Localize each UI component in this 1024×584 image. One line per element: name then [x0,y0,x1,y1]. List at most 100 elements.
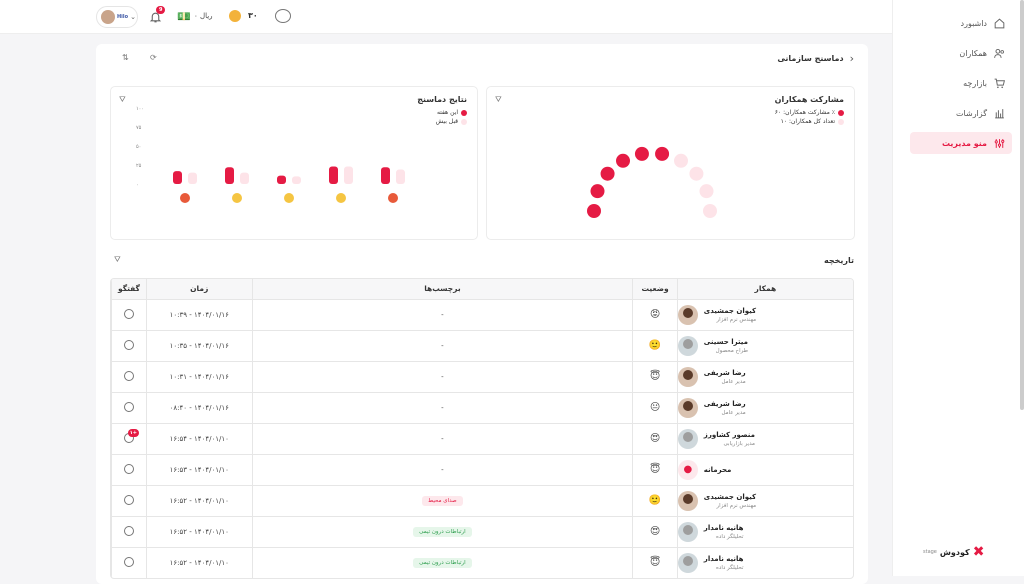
gauge-dot-active [655,146,670,161]
table-row[interactable]: رضا شریفی مدیر عامل 😇 - ۱۴۰۴/۰۱/۱۶ - ۱۰:… [111,360,853,392]
bar[interactable] [292,176,301,184]
bar[interactable] [329,166,338,184]
money-icon: 💵 [177,10,191,23]
chat-cell[interactable] [111,484,147,516]
bar[interactable] [173,171,182,184]
colleague-role: مهندس نرم افزار [716,316,757,323]
table-row[interactable]: کیوان جمشیدی مهندس نرم افزار 😡 - ۱۴۰۴/۰۱… [111,298,853,330]
chat-bubble-icon[interactable] [123,339,134,350]
results-card: نتایج دماسنج ⛛ این هفته قبل بیش ۱۰۰ ۷۵ ۵۰ ۲… [110,86,478,240]
gauge-dot-inactive [699,184,714,199]
y-tick-label: ۵۰ [136,144,141,150]
sidebar-item-dashboard[interactable]: داشبورد [910,12,1012,34]
avatar [677,521,698,542]
colleague-cell: محرمانه ● [676,453,853,485]
bar[interactable] [240,172,249,184]
colleague-name: میترا حسینی [703,337,749,346]
table-row[interactable]: منصور کشاورز مدیر بازاریابی 😍 - ۱۴۰۴/۰۱/… [111,422,853,454]
avatar [101,10,115,24]
chat-bubble-icon[interactable] [123,401,134,412]
filter-icon[interactable]: ⛛ [119,95,126,104]
table-header-row: همکار وضعیت برچسب‌ها زمان گفتگو [111,279,853,299]
table-row[interactable]: هانیه نامدار تحلیلگر داده 😍 ارتباطات درو… [111,515,853,547]
tags-cell: - [251,391,633,423]
filter-icon[interactable]: ⛛ [114,255,121,264]
bar[interactable] [188,172,197,184]
gauge-dot-active [590,184,605,199]
table-row[interactable]: کیوان جمشیدی مهندس نرم افزار 🙂 صدای محیط… [111,484,853,516]
bar[interactable] [225,167,234,184]
colleague-role: طراح محصول [715,347,749,354]
back-arrow-icon[interactable]: › [849,52,854,65]
column-header[interactable]: همکار [676,279,853,299]
filter-icon[interactable]: ⛛ [495,95,502,104]
avatar [677,490,698,511]
neutral-emoji-icon: 😐 [649,402,661,413]
sidebar-item-label: گزارشات [956,108,987,118]
chat-cell[interactable] [111,298,147,330]
chat-bubble-icon[interactable] [123,463,134,474]
sidebar-item-admin-menu[interactable]: منو مدیریت [910,132,1012,154]
slightly-smiling-emoji-icon: 🙂 [648,495,662,506]
chat-cell[interactable] [111,453,147,485]
gauge-dot-active [587,204,601,218]
table-row[interactable]: محرمانه ● 😇 - ۱۴۰۴/۰۱/۱۰ - ۱۶:۵۳ [111,453,853,485]
chat-bubble-icon[interactable]: +۱ [123,428,139,443]
profile-dropdown[interactable]: Hilo ⌄ [96,6,138,28]
chat-cell[interactable] [111,360,147,392]
angry-emoji-icon: 😡 [649,309,661,320]
results-bar-chart: ۱۰۰ ۷۵ ۵۰ ۲۵ ۰ [136,106,405,203]
chat-badge: +۱ [127,428,139,437]
chat-bubble-icon[interactable] [123,308,134,319]
bar[interactable] [344,166,353,184]
gauge-dot-active [634,146,649,161]
table-row[interactable]: رضا شریفی مدیر عامل 😐 - ۱۴۰۴/۰۱/۱۶ - ۰۸:… [111,391,853,423]
sidebar-item-reports[interactable]: گزارشات [910,102,1012,124]
chat-bubble-icon[interactable] [123,370,134,381]
chat-cell[interactable] [111,515,147,547]
y-tick-label: ۰ [136,182,139,188]
table-row[interactable]: میترا حسینی طراح محصول 🙂 - ۱۴۰۴/۰۱/۱۶ - … [111,329,853,361]
main-content: دماسنج سازمانی › ⇅ ⟳ مشارکت همکاران ⛛ مش… [96,44,868,584]
chat-bubble-icon[interactable] [123,556,134,567]
chat-bubble-icon[interactable] [123,494,134,505]
sliders-icon [994,138,1005,148]
logo-icon: ✖ [972,544,985,560]
time-cell: ۱۴۰۴/۰۱/۱۰ - ۱۶:۵۳ [145,453,253,485]
tags-cell: ارتباطات درون تیمی [251,546,633,578]
mood-cell: 😇 [632,546,678,578]
slightly-smiling-emoji-icon: 🙂 [648,340,662,351]
chat-cell[interactable] [111,546,147,578]
legend-dot [461,109,467,116]
sidebar-item-colleagues[interactable]: همکاران [910,42,1012,64]
mood-cell: 🙂 [632,329,678,361]
column-header[interactable]: وضعیت [632,279,678,299]
bar[interactable] [277,175,286,184]
sidebar-item-marketplace[interactable]: بازارچه [910,72,1012,94]
mood-icon[interactable] [275,9,291,23]
scrollbar[interactable] [1020,0,1024,410]
time-cell: ۱۴۰۴/۰۱/۱۰ - ۱۶:۵۴ [145,422,253,454]
column-header[interactable]: برچسب‌ها [251,279,633,299]
gauge-dot-inactive [674,153,688,168]
bell-icon [149,12,162,23]
chat-bubble-icon[interactable] [123,525,134,536]
sort-icon[interactable]: ⇅ [122,53,129,62]
column-header[interactable]: زمان [145,279,253,299]
chat-cell[interactable] [111,329,147,361]
notifications-button[interactable]: 9 [149,6,166,25]
refresh-icon[interactable]: ⟳ [150,53,157,62]
chat-cell[interactable] [111,391,147,423]
history-title: تاریخچه [824,256,854,265]
tags-cell: - [251,422,633,454]
table-row[interactable]: هانیه نامدار تحلیلگر داده 😇 ارتباطات درو… [111,546,853,578]
gauge-dot-inactive [689,166,704,181]
bar[interactable] [396,169,405,184]
colleague-cell: هانیه نامدار تحلیلگر داده [676,546,853,578]
chat-cell[interactable]: +۱ [111,422,147,454]
bar[interactable] [381,167,390,184]
mood-cell: 😇 [632,360,678,392]
chevron-down-icon: ⌄ [130,13,136,21]
time-cell: ۱۴۰۴/۰۱/۱۶ - ۰۸:۴۰ [145,391,253,423]
column-header[interactable]: گفتگو [111,279,147,299]
